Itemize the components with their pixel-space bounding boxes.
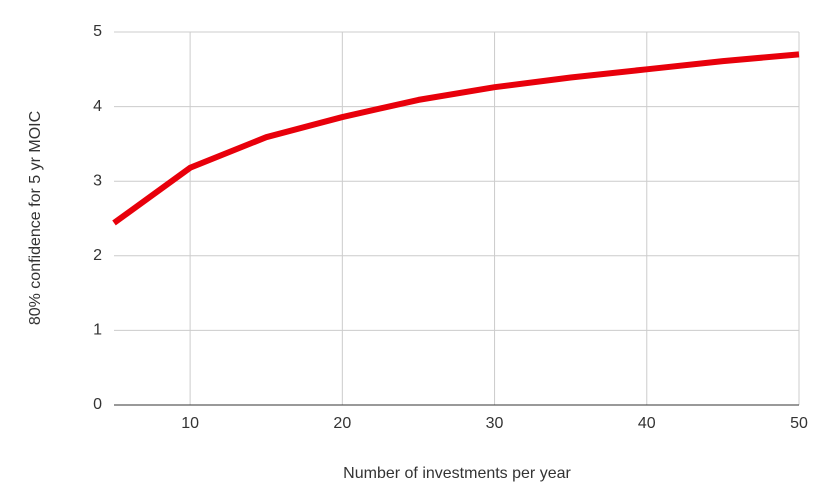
y-tick-label: 0 (93, 396, 102, 413)
y-tick-label: 3 (93, 172, 102, 189)
x-axis-label: Number of investments per year (343, 465, 571, 482)
y-tick-label: 5 (93, 23, 102, 40)
x-tick-label: 30 (486, 415, 504, 432)
y-axis-label: 80% confidence for 5 yr MOIC (27, 111, 44, 325)
y-tick-label: 4 (93, 98, 102, 115)
x-tick-label: 50 (790, 415, 808, 432)
x-tick-label: 40 (638, 415, 656, 432)
x-tick-label: 10 (181, 415, 199, 432)
y-tick-label: 1 (93, 322, 102, 339)
data-line (112, 51, 800, 226)
y-tick-label: 2 (93, 247, 102, 264)
x-tick-label: 20 (333, 415, 351, 432)
